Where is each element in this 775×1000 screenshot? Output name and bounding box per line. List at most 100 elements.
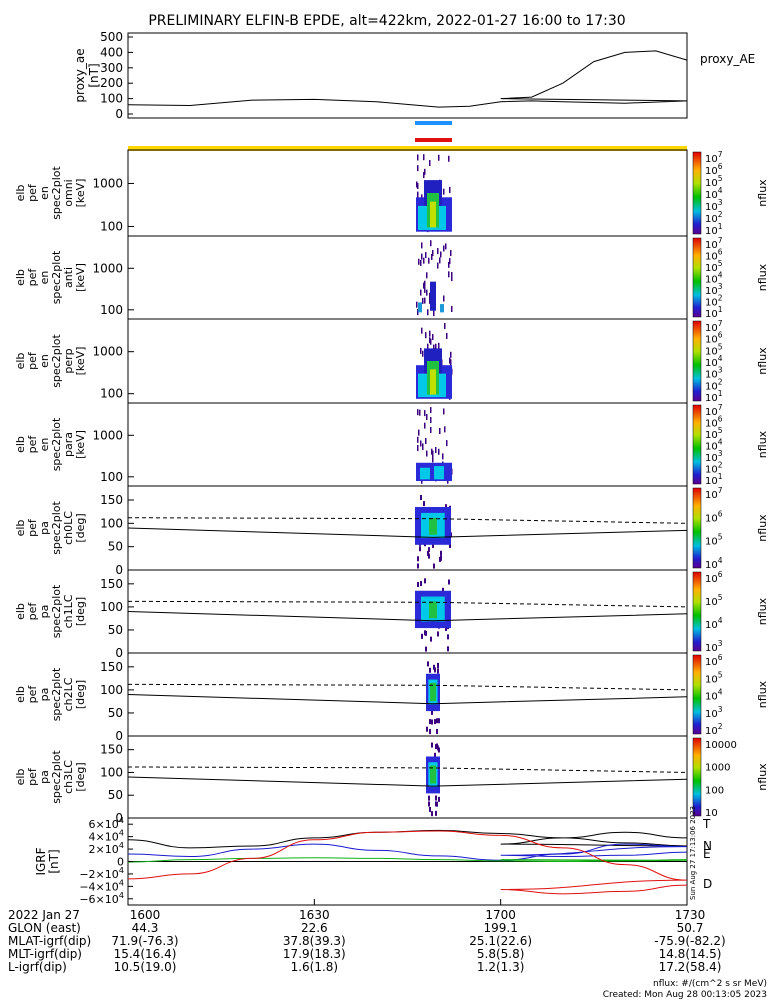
ylabel-text: pef [26, 183, 39, 202]
figure-title: PRELIMINARY ELFIN-B EPDE, alt=422km, 202… [148, 13, 625, 29]
panel-ylabel: elb pef pa spec2plot ch0LC [deg] [14, 501, 87, 555]
ytick-label: 150 [100, 743, 123, 757]
spectrogram-pixel [422, 297, 424, 304]
ylabel-text: en [38, 438, 51, 452]
ylabel-text: en [38, 186, 51, 200]
spectrogram-pixel [425, 630, 427, 636]
ytick-label: 50 [108, 540, 123, 554]
igrf-legend-E: E [703, 847, 711, 861]
spectrogram-pixel [428, 795, 430, 801]
spectrogram-pixel [440, 555, 442, 561]
xaxis-row-label: 2022 Jan 27 [8, 908, 80, 922]
ylabel-text: elb [14, 269, 27, 286]
spectrogram-burst [416, 240, 453, 317]
loss-cone-line [127, 776, 688, 787]
colorbar-tick: 105 [705, 426, 723, 441]
spectrogram-pixel [437, 631, 439, 637]
created-note: Created: Mon Aug 28 00:13:05 2023 [603, 990, 767, 1000]
spectrogram-pixel [444, 323, 446, 330]
spectrogram-pixel [432, 250, 434, 257]
ylabel-text: [deg] [74, 762, 87, 791]
ytick-label: 100 [100, 600, 123, 614]
panel-frame [127, 569, 688, 654]
spectrogram-pixel [426, 289, 428, 296]
spectrogram-pixel [424, 280, 426, 287]
colorbar-tick: 102 [705, 722, 723, 737]
colorbar-tick: 104 [705, 438, 723, 453]
spectrogram-pixel [425, 646, 427, 652]
colorbar-tick: 10 [705, 808, 718, 819]
spectrogram-pixel [424, 286, 426, 293]
spectrogram-pixel [416, 301, 418, 308]
spectrogram-pixel [417, 582, 419, 588]
spectrogram-pixel [420, 494, 422, 500]
ylabel-text: IGRF [34, 847, 48, 875]
colorbar-tick: 10000 [705, 740, 737, 751]
colorbar-tick: 106 [705, 570, 723, 585]
spectrogram-pixel [417, 191, 419, 198]
colorbar-tick: 101 [705, 472, 723, 487]
spectrogram-pixel [434, 719, 436, 725]
ytick-label: 100 [100, 516, 123, 530]
colorbar-tick: 103 [705, 198, 723, 213]
spectrogram-pixel [422, 444, 424, 451]
spectrogram-pixel [443, 295, 445, 302]
spectrogram-pixel [450, 351, 452, 358]
colorbar [692, 487, 702, 569]
spectrogram-pixel [434, 752, 436, 758]
spectrogram-pixel [438, 154, 440, 161]
spectrogram-pixel [432, 450, 434, 457]
xaxis-row-value: -75.9(-82.2) [654, 934, 725, 948]
spectrogram-pixel [435, 343, 437, 350]
colorbar-tick: 103 [705, 366, 723, 381]
ytick-label: 100 [100, 92, 123, 106]
xaxis-row-value: 14.8(14.5) [659, 947, 722, 961]
igrf-ylabel: IGRF [nT] [34, 847, 61, 875]
colorbar [692, 737, 702, 817]
spectrogram-pixel [447, 634, 449, 640]
proxy-ae-frame [127, 32, 688, 119]
xaxis-row-label: MLT-igrf(dip) [8, 947, 82, 961]
ylabel-text: pef [26, 685, 39, 704]
ylabel-text: ch1LC [62, 594, 75, 628]
spectrogram-pixel [419, 546, 421, 552]
ylabel-text: spec2plot [50, 334, 63, 388]
spectrogram-pixel [427, 343, 429, 350]
spectrogram-pixel [448, 579, 450, 585]
xaxis-row-value: 1.6(1.8) [291, 960, 339, 974]
colorbar-tick: 107 [705, 403, 723, 418]
colorbar-tick: 102 [705, 210, 723, 225]
spectrogram-pixel [432, 542, 434, 548]
spectrogram-burst [415, 494, 452, 569]
ylabel-text: para [62, 432, 75, 457]
spectrogram-pixel [417, 154, 419, 161]
ylabel-text: pef [26, 435, 39, 454]
spectrogram-pixel [440, 251, 442, 258]
ytick-label: 500 [100, 30, 123, 44]
colorbar-tick: 104 [705, 556, 723, 571]
science-zone-bar-blue [415, 121, 452, 125]
spectrogram-pixel [438, 342, 440, 349]
ytick-label: −4×104 [79, 877, 124, 893]
xaxis-row-value: 22.6 [301, 921, 328, 935]
spectrogram-burst [415, 578, 451, 652]
proxy-ae-line [127, 50, 688, 108]
ylabel-text: pef [26, 602, 39, 621]
igrf-legend-N: N [703, 839, 712, 853]
ytick-label: 100 [100, 219, 123, 233]
igrf-E-line [127, 857, 688, 863]
spectrogram-pixel [420, 289, 422, 296]
colorbar-tick: 104 [705, 271, 723, 286]
ylabel-text: spec2plot [50, 250, 63, 304]
xaxis-row-value: 71.9(-76.3) [111, 934, 178, 948]
colorbar-tick: 107 [705, 236, 723, 251]
colorbar-tick: 102 [705, 461, 723, 476]
ylabel-text: spec2plot [50, 501, 63, 555]
loss-cone-line [127, 527, 688, 538]
spectrogram-pixel [423, 501, 425, 507]
spectrogram-pixel [424, 422, 426, 429]
spectrogram-pixel [430, 765, 436, 784]
xaxis-row-value: 50.7 [677, 921, 704, 935]
spectrogram-pixel [444, 426, 446, 433]
